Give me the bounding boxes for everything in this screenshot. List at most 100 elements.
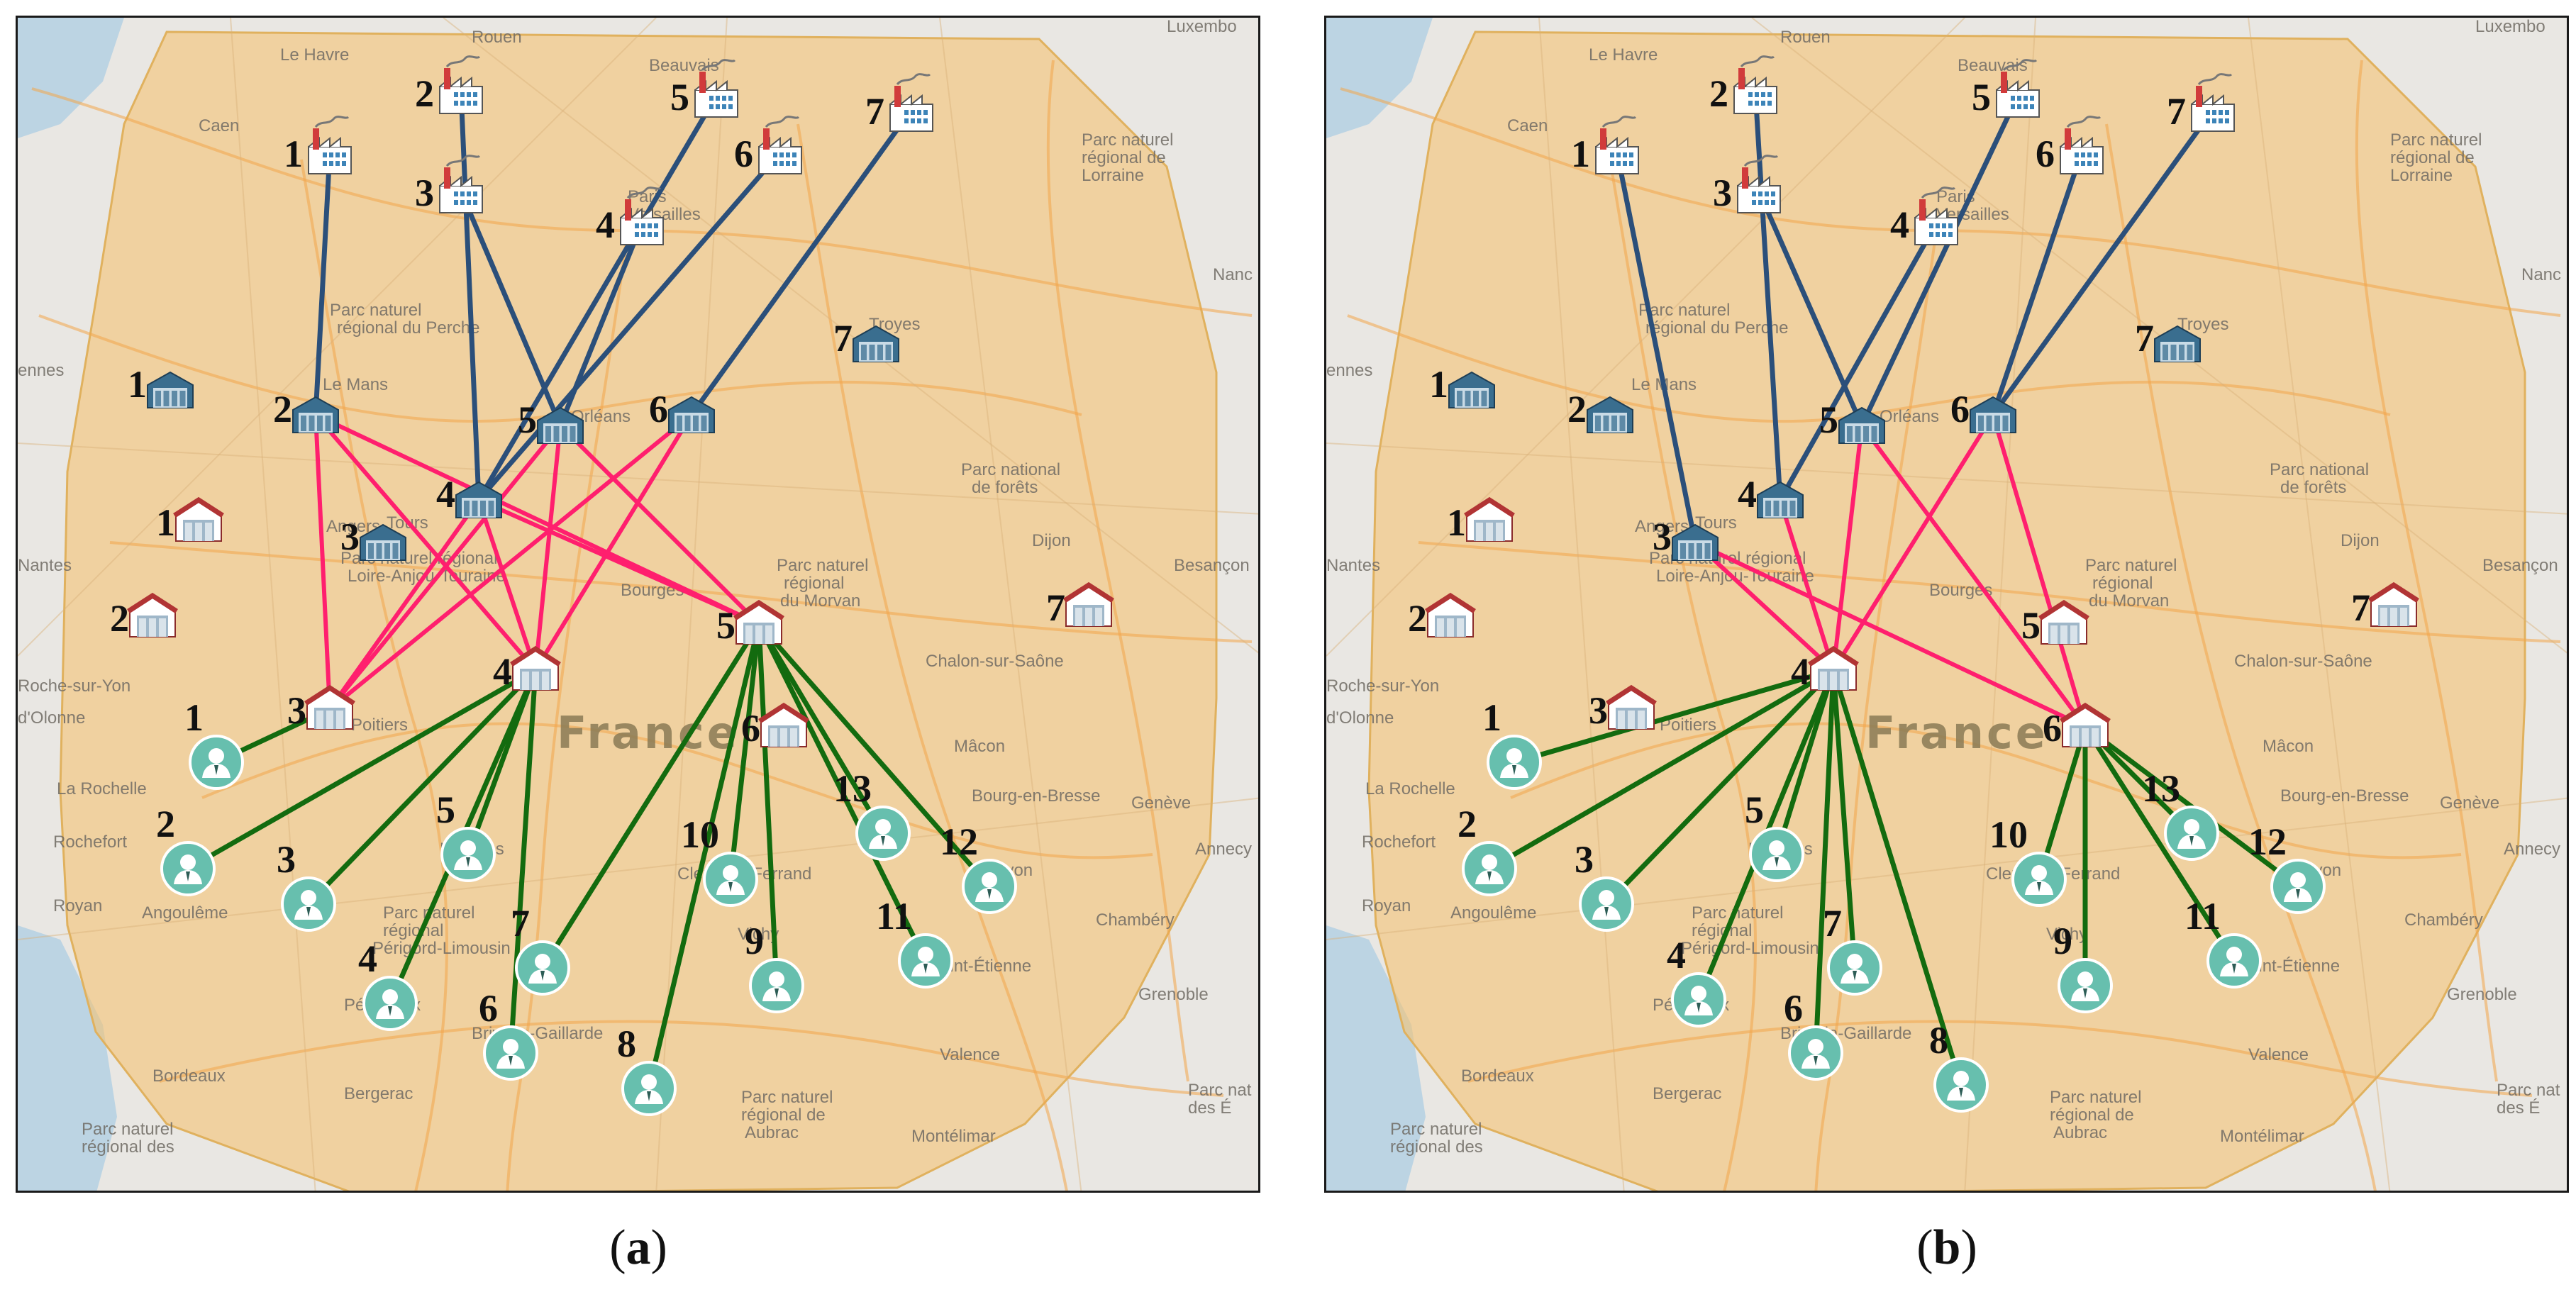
node-label: 4 bbox=[1791, 650, 1810, 693]
road-network bbox=[1340, 60, 2561, 1191]
factory-icon bbox=[889, 73, 933, 132]
customer-link bbox=[540, 621, 762, 971]
factory-icon bbox=[758, 116, 802, 174]
factory-link bbox=[313, 150, 333, 418]
map-label: régional bbox=[2092, 574, 2153, 593]
service-region bbox=[59, 30, 1218, 1191]
map-label: Nantes bbox=[1326, 556, 1380, 575]
store-icon bbox=[733, 599, 784, 645]
node-label: 5 bbox=[1972, 76, 1991, 118]
customer-icon bbox=[281, 876, 336, 932]
factory-icon bbox=[308, 116, 352, 174]
map-label: France bbox=[557, 707, 740, 759]
map-label: Le Havre bbox=[1589, 45, 1658, 65]
node-label: 5 bbox=[436, 789, 455, 831]
warehouse-icon bbox=[537, 406, 584, 444]
caption-a: (a) bbox=[609, 1220, 667, 1275]
node-label: 5 bbox=[716, 604, 735, 647]
node-label: 6 bbox=[741, 707, 760, 750]
node-label: 2 bbox=[415, 72, 434, 115]
node-label: 1 bbox=[284, 133, 303, 175]
map-label: Dijon bbox=[2341, 531, 2380, 550]
node-label: 6 bbox=[479, 987, 498, 1030]
node-label: 13 bbox=[833, 767, 872, 810]
node-label: 8 bbox=[617, 1023, 636, 1065]
customer-link bbox=[185, 667, 538, 871]
node-label: 5 bbox=[518, 399, 537, 441]
map-label: Le Mans bbox=[323, 375, 388, 394]
warehouse-link bbox=[533, 413, 694, 672]
node-label: 1 bbox=[184, 696, 204, 739]
customer-icon bbox=[2270, 859, 2326, 914]
node-label: 6 bbox=[2036, 133, 2055, 175]
warehouse-icon bbox=[360, 523, 406, 561]
minor-roads bbox=[18, 18, 1258, 1191]
map-label: régional du Perche bbox=[1645, 318, 1788, 338]
node-label: 10 bbox=[681, 813, 719, 856]
store-icon bbox=[510, 645, 561, 691]
sea-atlantic bbox=[1326, 925, 1426, 1191]
warehouse-icon bbox=[1970, 396, 2016, 433]
node-label: 7 bbox=[511, 902, 530, 945]
customer-icon bbox=[1933, 1057, 1989, 1113]
map-label: ennes bbox=[1326, 361, 1372, 380]
map-label: Parc naturel bbox=[1638, 301, 1730, 320]
map-label: Caen bbox=[1507, 116, 1548, 135]
customer-icon bbox=[2011, 852, 2067, 907]
customer-icon bbox=[362, 976, 418, 1031]
map-label: Caen bbox=[199, 116, 239, 135]
map-label: Périgord-Limousin bbox=[1681, 939, 1819, 958]
factory-warehouse-links bbox=[1614, 89, 2216, 545]
warehouse-icon bbox=[1757, 481, 1804, 518]
map-label: Lorraine bbox=[2390, 166, 2453, 185]
supply-chain-map-a: Le HavreRouenBeauvaisLuxemboCaenParisVer… bbox=[18, 18, 1258, 1191]
node-label: 4 bbox=[596, 204, 615, 246]
node-label: 4 bbox=[1890, 204, 1909, 246]
map-label: Chambéry bbox=[2404, 910, 2483, 930]
factory-icon bbox=[1914, 186, 1958, 245]
map-label: Besançon bbox=[1174, 556, 1250, 575]
node-label: 3 bbox=[1713, 172, 1732, 214]
store-icon bbox=[1606, 684, 1657, 730]
map-label: Roche-sur-Yon bbox=[1326, 676, 1439, 696]
warehouse-link bbox=[313, 413, 332, 711]
node-label: 12 bbox=[940, 820, 978, 863]
customer-icon bbox=[621, 1061, 677, 1116]
map-label: Genève bbox=[1131, 793, 1191, 813]
store-icon bbox=[1464, 496, 1515, 542]
customer-icon bbox=[483, 1025, 538, 1081]
node-label: 7 bbox=[1046, 586, 1065, 629]
map-label: Mâcon bbox=[2263, 737, 2314, 756]
warehouse-link bbox=[1693, 540, 2087, 729]
node-label: 3 bbox=[1575, 838, 1594, 881]
customer-link bbox=[1511, 667, 1836, 765]
map-label: Chalon-sur-Saône bbox=[926, 652, 1064, 671]
node-label: 6 bbox=[2043, 707, 2062, 750]
map-label: régional de bbox=[2050, 1106, 2134, 1125]
map-label: Rochefort bbox=[53, 832, 127, 852]
map-label: Parc nat bbox=[2497, 1081, 2560, 1100]
customer-link bbox=[646, 621, 762, 1091]
map-label: Luxembo bbox=[2475, 18, 2546, 36]
factory-icon bbox=[1595, 116, 1639, 174]
warehouse-link bbox=[1693, 540, 1836, 672]
factory-link bbox=[476, 150, 783, 503]
node-label: 4 bbox=[1738, 473, 1757, 516]
customer-icon bbox=[189, 735, 244, 790]
factory-icon bbox=[1733, 55, 1777, 114]
customer-icon bbox=[1579, 876, 1634, 932]
customer-icon bbox=[2206, 933, 2262, 989]
map-label: Annecy bbox=[1195, 840, 1252, 859]
node-label: 7 bbox=[833, 317, 853, 360]
node-label: 1 bbox=[156, 501, 175, 544]
map-label: Roche-sur-Yon bbox=[18, 676, 131, 696]
map-label: régional de bbox=[1082, 148, 1166, 167]
node-label: 2 bbox=[1408, 597, 1427, 640]
warehouse-store-links bbox=[313, 413, 761, 711]
map-label: des É bbox=[2497, 1098, 2540, 1118]
node-label: 5 bbox=[670, 76, 689, 118]
store-icon bbox=[758, 702, 809, 747]
map-label: ennes bbox=[18, 361, 64, 380]
map-label: Genève bbox=[2440, 793, 2499, 813]
